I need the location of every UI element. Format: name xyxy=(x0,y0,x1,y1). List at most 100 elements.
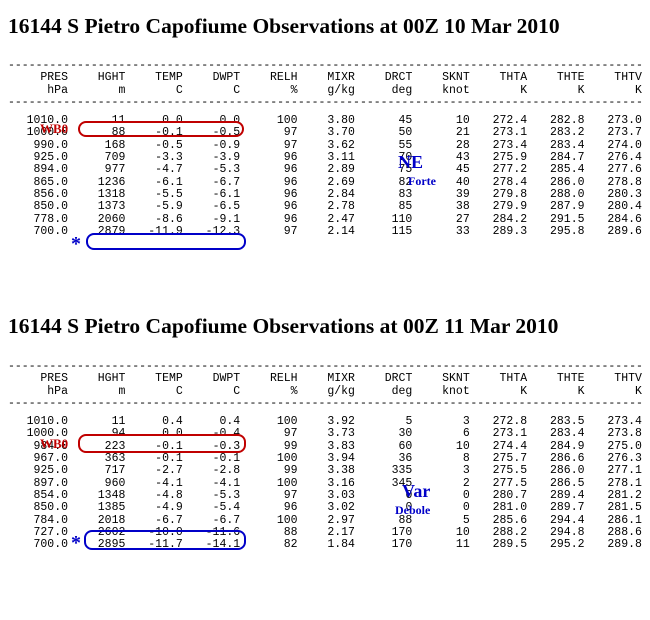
cell: 727.0 xyxy=(33,525,68,539)
cell: THTA xyxy=(499,372,528,386)
cell: MIXR xyxy=(327,372,355,386)
cell: 168 xyxy=(104,138,126,152)
cell: % xyxy=(290,384,298,398)
cell: deg xyxy=(391,83,413,97)
separator: ----------------------------------------… xyxy=(8,60,642,72)
data-rows: 1010.0 11 0.0 0.0 100 3.80 45 10 272.4 282.8 273.0… xyxy=(8,109,642,238)
cell: hPa xyxy=(47,384,68,398)
cell: -0.5 xyxy=(155,138,183,152)
cell: 1373 xyxy=(97,200,126,214)
cell: 3 xyxy=(462,415,470,429)
cell: THTA xyxy=(499,71,528,85)
cell: 295.8 xyxy=(550,224,585,238)
cell: 2.84 xyxy=(327,187,355,201)
table-row: 984.0 223 -0.1 -0.3 99 3.83 60 10 274.4 284.9 275.… xyxy=(8,439,642,453)
cell: g/kg xyxy=(327,83,355,97)
cell: 0.4 xyxy=(162,415,183,429)
cell: 2060 xyxy=(97,212,126,226)
850hpa-highlight-box xyxy=(86,233,246,250)
cell: 8 xyxy=(462,452,470,466)
cell: -4.1 xyxy=(155,476,183,490)
cell: 291.5 xyxy=(550,212,585,226)
cell: -8.6 xyxy=(155,212,183,226)
cell: -5.5 xyxy=(155,187,183,201)
cell: 778.0 xyxy=(33,212,68,226)
cell: 295.2 xyxy=(550,538,585,552)
cell: 97 xyxy=(283,126,298,140)
cell: -6.7 xyxy=(212,175,241,189)
cell: 894.0 xyxy=(33,163,68,177)
cell: 82 xyxy=(283,538,298,552)
cell: 10 xyxy=(455,114,470,128)
cell: 0 xyxy=(462,488,470,502)
cell: 277.2 xyxy=(492,163,528,177)
header-names: PRES HGHT TEMP DWPT RELH MIXR DRCT SKNT THTA THTE… xyxy=(8,372,642,386)
cell: -6.1 xyxy=(212,187,241,201)
cell: K xyxy=(520,384,528,398)
cell: RELH xyxy=(269,372,298,386)
cell: 88 xyxy=(398,513,413,527)
cell: 3.62 xyxy=(327,138,355,152)
cell: 100 xyxy=(276,452,298,466)
cell: 717 xyxy=(104,464,126,478)
cell: 850.0 xyxy=(33,200,68,214)
cell: C xyxy=(233,83,241,97)
table-row: 854.0 1348 -4.8 -5.3 97 3.03 0 0 280.7 289.4 281.2 xyxy=(8,488,642,502)
asterisk-marker: * xyxy=(71,233,81,255)
cell: 289.5 xyxy=(492,538,528,552)
cell: DRCT xyxy=(384,372,413,386)
cell: -11.7 xyxy=(148,538,183,552)
cell: HGHT xyxy=(97,372,126,386)
cell: 286.0 xyxy=(550,464,585,478)
cell: 276.4 xyxy=(607,151,642,165)
cell: 60 xyxy=(398,439,413,453)
cell: -0.1 xyxy=(155,452,183,466)
850hpa-highlight-box xyxy=(84,530,246,550)
cell: 3.02 xyxy=(327,501,355,515)
cell: 2.17 xyxy=(327,525,355,539)
cell: -5.3 xyxy=(212,163,241,177)
cell: 0 xyxy=(405,488,413,502)
cell: 289.4 xyxy=(550,488,585,502)
cell: 280.3 xyxy=(607,187,642,201)
cell: 289.6 xyxy=(607,224,642,238)
cell: 97 xyxy=(283,224,298,238)
cell: 2895 xyxy=(97,538,126,552)
cell: 273.4 xyxy=(607,415,642,429)
cell: -0.1 xyxy=(212,452,241,466)
cell: 39 xyxy=(455,187,470,201)
cell: 28 xyxy=(455,138,470,152)
cell: -11.6 xyxy=(205,525,241,539)
table-row: 967.0 363 -0.1 -0.1 100 3.94 36 8 275.7 286.6 276.… xyxy=(8,452,642,466)
cell: % xyxy=(290,83,298,97)
cell: 97 xyxy=(283,488,298,502)
cell: 96 xyxy=(283,501,298,515)
cell: 1.84 xyxy=(327,538,355,552)
sounding-table-11-mar: ----------------------------------------… xyxy=(8,361,642,551)
wind-strength-label: Forte xyxy=(408,174,436,188)
cell: K xyxy=(520,83,528,97)
cell: THTE xyxy=(556,71,585,85)
cell: 288.0 xyxy=(550,187,585,201)
cell: 960 xyxy=(104,476,126,490)
cell: HGHT xyxy=(97,71,126,85)
cell: 289.8 xyxy=(607,538,642,552)
cell: 277.6 xyxy=(607,163,642,177)
cell: K xyxy=(635,384,642,398)
cell: 0.4 xyxy=(219,415,241,429)
cell: 0.0 xyxy=(162,427,183,441)
cell: -6.5 xyxy=(212,200,241,214)
cell: 2.89 xyxy=(327,163,355,177)
cell: 96 xyxy=(283,151,298,165)
cell: -0.1 xyxy=(155,439,183,453)
cell: TEMP xyxy=(155,71,183,85)
separator: ----------------------------------------… xyxy=(8,361,642,373)
cell: 990.0 xyxy=(33,138,68,152)
cell: 279.8 xyxy=(492,187,528,201)
cell: -4.9 xyxy=(155,501,183,515)
sounding-title: 16144 S Pietro Capofiume Observations at… xyxy=(8,314,559,338)
cell: 110 xyxy=(391,212,413,226)
cell: 5 xyxy=(405,415,413,429)
cell: 2.97 xyxy=(327,513,355,527)
cell: PRES xyxy=(40,372,68,386)
